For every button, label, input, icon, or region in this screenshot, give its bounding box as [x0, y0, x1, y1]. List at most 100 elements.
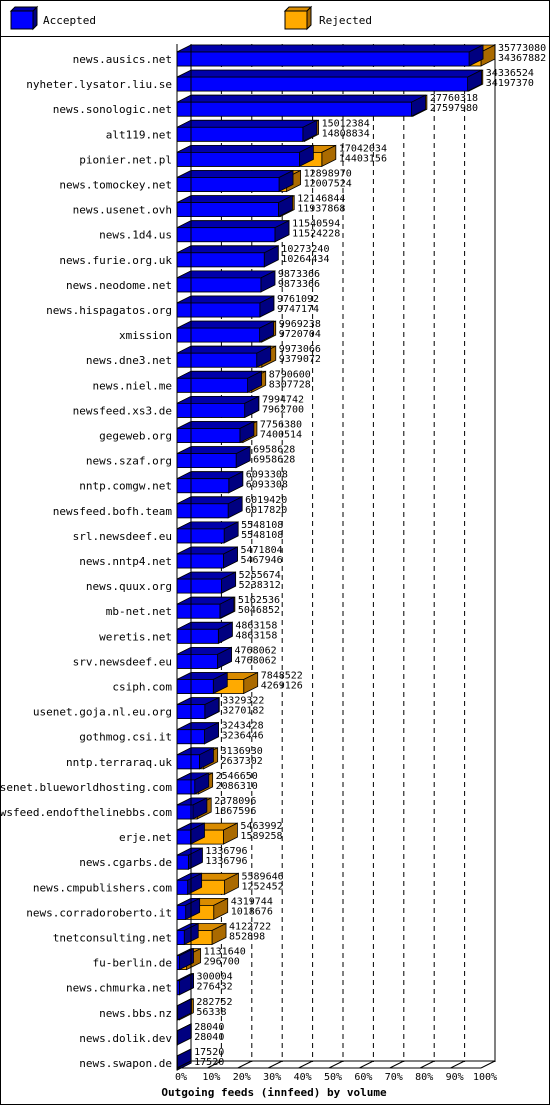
value-label-total: 9969238 [279, 319, 321, 330]
value-label-accepted: 34367882 [498, 53, 546, 64]
value-label-accepted: 9873366 [278, 279, 320, 290]
value-label-accepted: 5238312 [239, 580, 281, 591]
x-tick-mark [480, 1060, 496, 1069]
category-label: news.ausics.net [73, 53, 172, 66]
bar-accepted [176, 546, 238, 569]
legend-label-rejected: Rejected [319, 14, 372, 27]
x-tick-mark [298, 1060, 313, 1069]
x-tick-mark [237, 1060, 253, 1069]
value-label-accepted: 17520 [194, 1057, 224, 1068]
category-label: erje.net [119, 831, 172, 844]
value-label-accepted: 27597980 [430, 103, 478, 114]
value-label-total: 1336796 [205, 846, 247, 857]
value-label-total: 11540594 [292, 219, 340, 230]
category-label: news.niel.me [93, 379, 172, 392]
category-label: news.dolik.dev [79, 1032, 172, 1045]
x-tick-labels: 0% 10% 20% 30% 40% 50% 60% 70% 80% 90% 100% [175, 1060, 497, 1083]
x-tick-label: 20% [233, 1072, 251, 1083]
value-label-total: 5471804 [240, 545, 282, 556]
value-label-total: 7994742 [262, 394, 304, 405]
value-label-total: 282752 [196, 997, 232, 1008]
x-tick-mark [450, 1060, 465, 1069]
value-label-accepted: 1252452 [242, 881, 284, 892]
legend-swatch-accepted [9, 5, 39, 31]
bar-accepted [176, 295, 275, 318]
x-tick-mark [359, 1060, 374, 1069]
category-label: weretis.net [99, 630, 172, 643]
category-label: srv.newsdeef.eu [73, 655, 172, 668]
value-label-accepted: 1018676 [231, 906, 273, 917]
category-label: news.bbs.nz [99, 1007, 172, 1020]
legend-swatch-rejected [283, 5, 313, 31]
x-gridlines [220, 44, 496, 1062]
category-label: pionier.net.pl [79, 153, 172, 166]
value-label-total: 6958628 [253, 445, 295, 456]
legend-label-accepted: Accepted [43, 14, 96, 27]
bar-accepted [176, 44, 484, 67]
category-label: news.corradoroberto.it [26, 906, 172, 919]
value-label-accepted: 4768062 [235, 655, 277, 666]
category-label: gegeweb.org [99, 430, 172, 443]
value-label-total: 5589646 [242, 871, 284, 882]
bar-accepted [176, 947, 194, 971]
category-label: usenet.blueworldhosting.com [0, 781, 172, 794]
value-label-accepted: 14808834 [322, 128, 370, 139]
category-label: newsfeed.bofh.team [53, 505, 173, 518]
value-label-accepted: 5548108 [241, 530, 283, 541]
category-label: newsfeed.endofthelinebbs.com [0, 806, 172, 819]
category-label: news.nntp4.net [79, 555, 172, 568]
category-label: gothmog.csi.it [79, 731, 172, 744]
category-label: alt119.net [106, 128, 172, 141]
bar-accepted [176, 847, 203, 870]
value-label-accepted: 6093308 [246, 480, 288, 491]
bar-accepted [176, 370, 262, 393]
value-label-total: 5255674 [239, 570, 281, 581]
legend: Accepted Rejected [9, 5, 372, 31]
value-label-total: 3136930 [221, 746, 263, 757]
category-label: csiph.com [112, 681, 172, 694]
bar-accepted [176, 671, 228, 695]
category-label: news.1d4.us [99, 229, 172, 242]
value-label-total: 5548108 [241, 520, 283, 531]
bar-accepted [176, 320, 275, 343]
value-label-accepted: 4269126 [261, 681, 303, 692]
value-label-accepted: 6958628 [253, 455, 295, 466]
bar-accepted [176, 772, 210, 795]
value-label-accepted: 7400514 [260, 430, 302, 441]
bar-accepted [176, 1048, 192, 1071]
category-label: news.sonologic.net [53, 103, 172, 116]
x-tick-label: 100% [473, 1072, 497, 1083]
bar-accepted [176, 747, 214, 770]
category-label: nntp.comgw.net [79, 480, 172, 493]
bar-accepted [176, 194, 293, 218]
value-label-total: 15012384 [322, 118, 370, 129]
category-label: news.cgarbs.de [79, 856, 172, 869]
value-label-total: 35773080 [498, 43, 546, 54]
x-tick-label: 80% [415, 1072, 433, 1083]
x-tick-label: 90% [446, 1072, 464, 1083]
x-tick-label: 10% [202, 1072, 220, 1083]
value-label-accepted: 10264434 [281, 254, 329, 265]
value-label-accepted: 3270182 [222, 706, 264, 717]
bar-accepted [176, 521, 239, 544]
value-label-total: 4122722 [229, 922, 271, 933]
bar-row: newsfeed.endofthelinebbs.com 237809618675… [0, 796, 256, 820]
value-label-total: 4768062 [235, 645, 277, 656]
value-label-total: 4863158 [235, 620, 277, 631]
value-label-total: 17520 [194, 1047, 224, 1058]
